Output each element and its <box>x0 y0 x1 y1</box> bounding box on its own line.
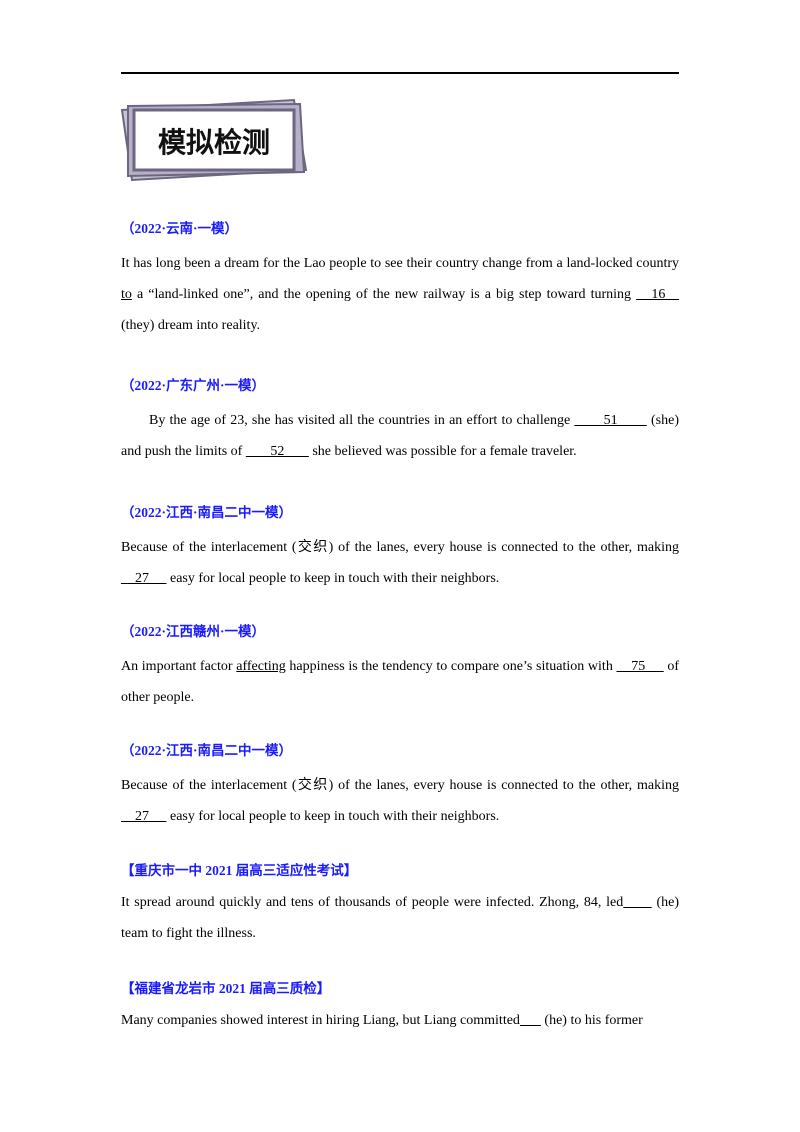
answer-blank: 16 <box>636 287 680 302</box>
question-section: 【福建省龙岩市 2021 届高三质检】 Many companies showe… <box>121 979 679 1036</box>
answer-blank: 75 <box>616 659 664 674</box>
question-text: An important factor affecting happiness … <box>121 659 680 705</box>
header-rule <box>121 72 679 74</box>
banner-title: 模拟检测 <box>158 126 270 159</box>
question-source: （2022·云南·一模） <box>121 221 239 236</box>
question-source: 【重庆市一中 2021 届高三适应性考试】 <box>121 863 358 878</box>
question-text: By the age of 23, she has visited all th… <box>121 413 679 459</box>
question-text: It spread around quickly and tens of tho… <box>121 895 679 941</box>
question-text: Many companies showed interest in hiring… <box>121 1013 643 1028</box>
question-section: （2022·云南·一模） It has long been a dream fo… <box>121 219 679 341</box>
question-source: （2022·江西·南昌二中一模） <box>121 505 293 520</box>
question-section: （2022·广东广州·一模） By the age of 23, she has… <box>121 376 679 467</box>
banner-logo: 模拟检测 <box>120 98 308 182</box>
question-section: （2022·江西·南昌二中一模） Because of the interlac… <box>121 741 679 832</box>
question-section: （2022·江西·南昌二中一模） Because of the interlac… <box>121 503 679 594</box>
answer-blank: 51 <box>574 413 647 428</box>
question-source: （2022·江西赣州·一模） <box>121 624 266 639</box>
question-source: （2022·江西·南昌二中一模） <box>121 743 293 758</box>
question-text: Because of the interlacement (交织) of the… <box>121 778 679 824</box>
question-source: 【福建省龙岩市 2021 届高三质检】 <box>121 981 331 996</box>
answer-blank: 27 <box>121 571 167 586</box>
answer-blank: 27 <box>121 809 167 824</box>
question-text: It has long been a dream for the Lao peo… <box>121 256 680 333</box>
answer-blank <box>623 895 651 910</box>
answer-blank <box>520 1013 541 1028</box>
question-section: （2022·江西赣州·一模） An important factor affec… <box>121 622 679 713</box>
answer-blank: 52 <box>245 444 309 459</box>
question-text: Because of the interlacement (交织) of the… <box>121 540 679 586</box>
question-source: （2022·广东广州·一模） <box>121 378 266 393</box>
question-section: 【重庆市一中 2021 届高三适应性考试】 It spread around q… <box>121 861 679 949</box>
